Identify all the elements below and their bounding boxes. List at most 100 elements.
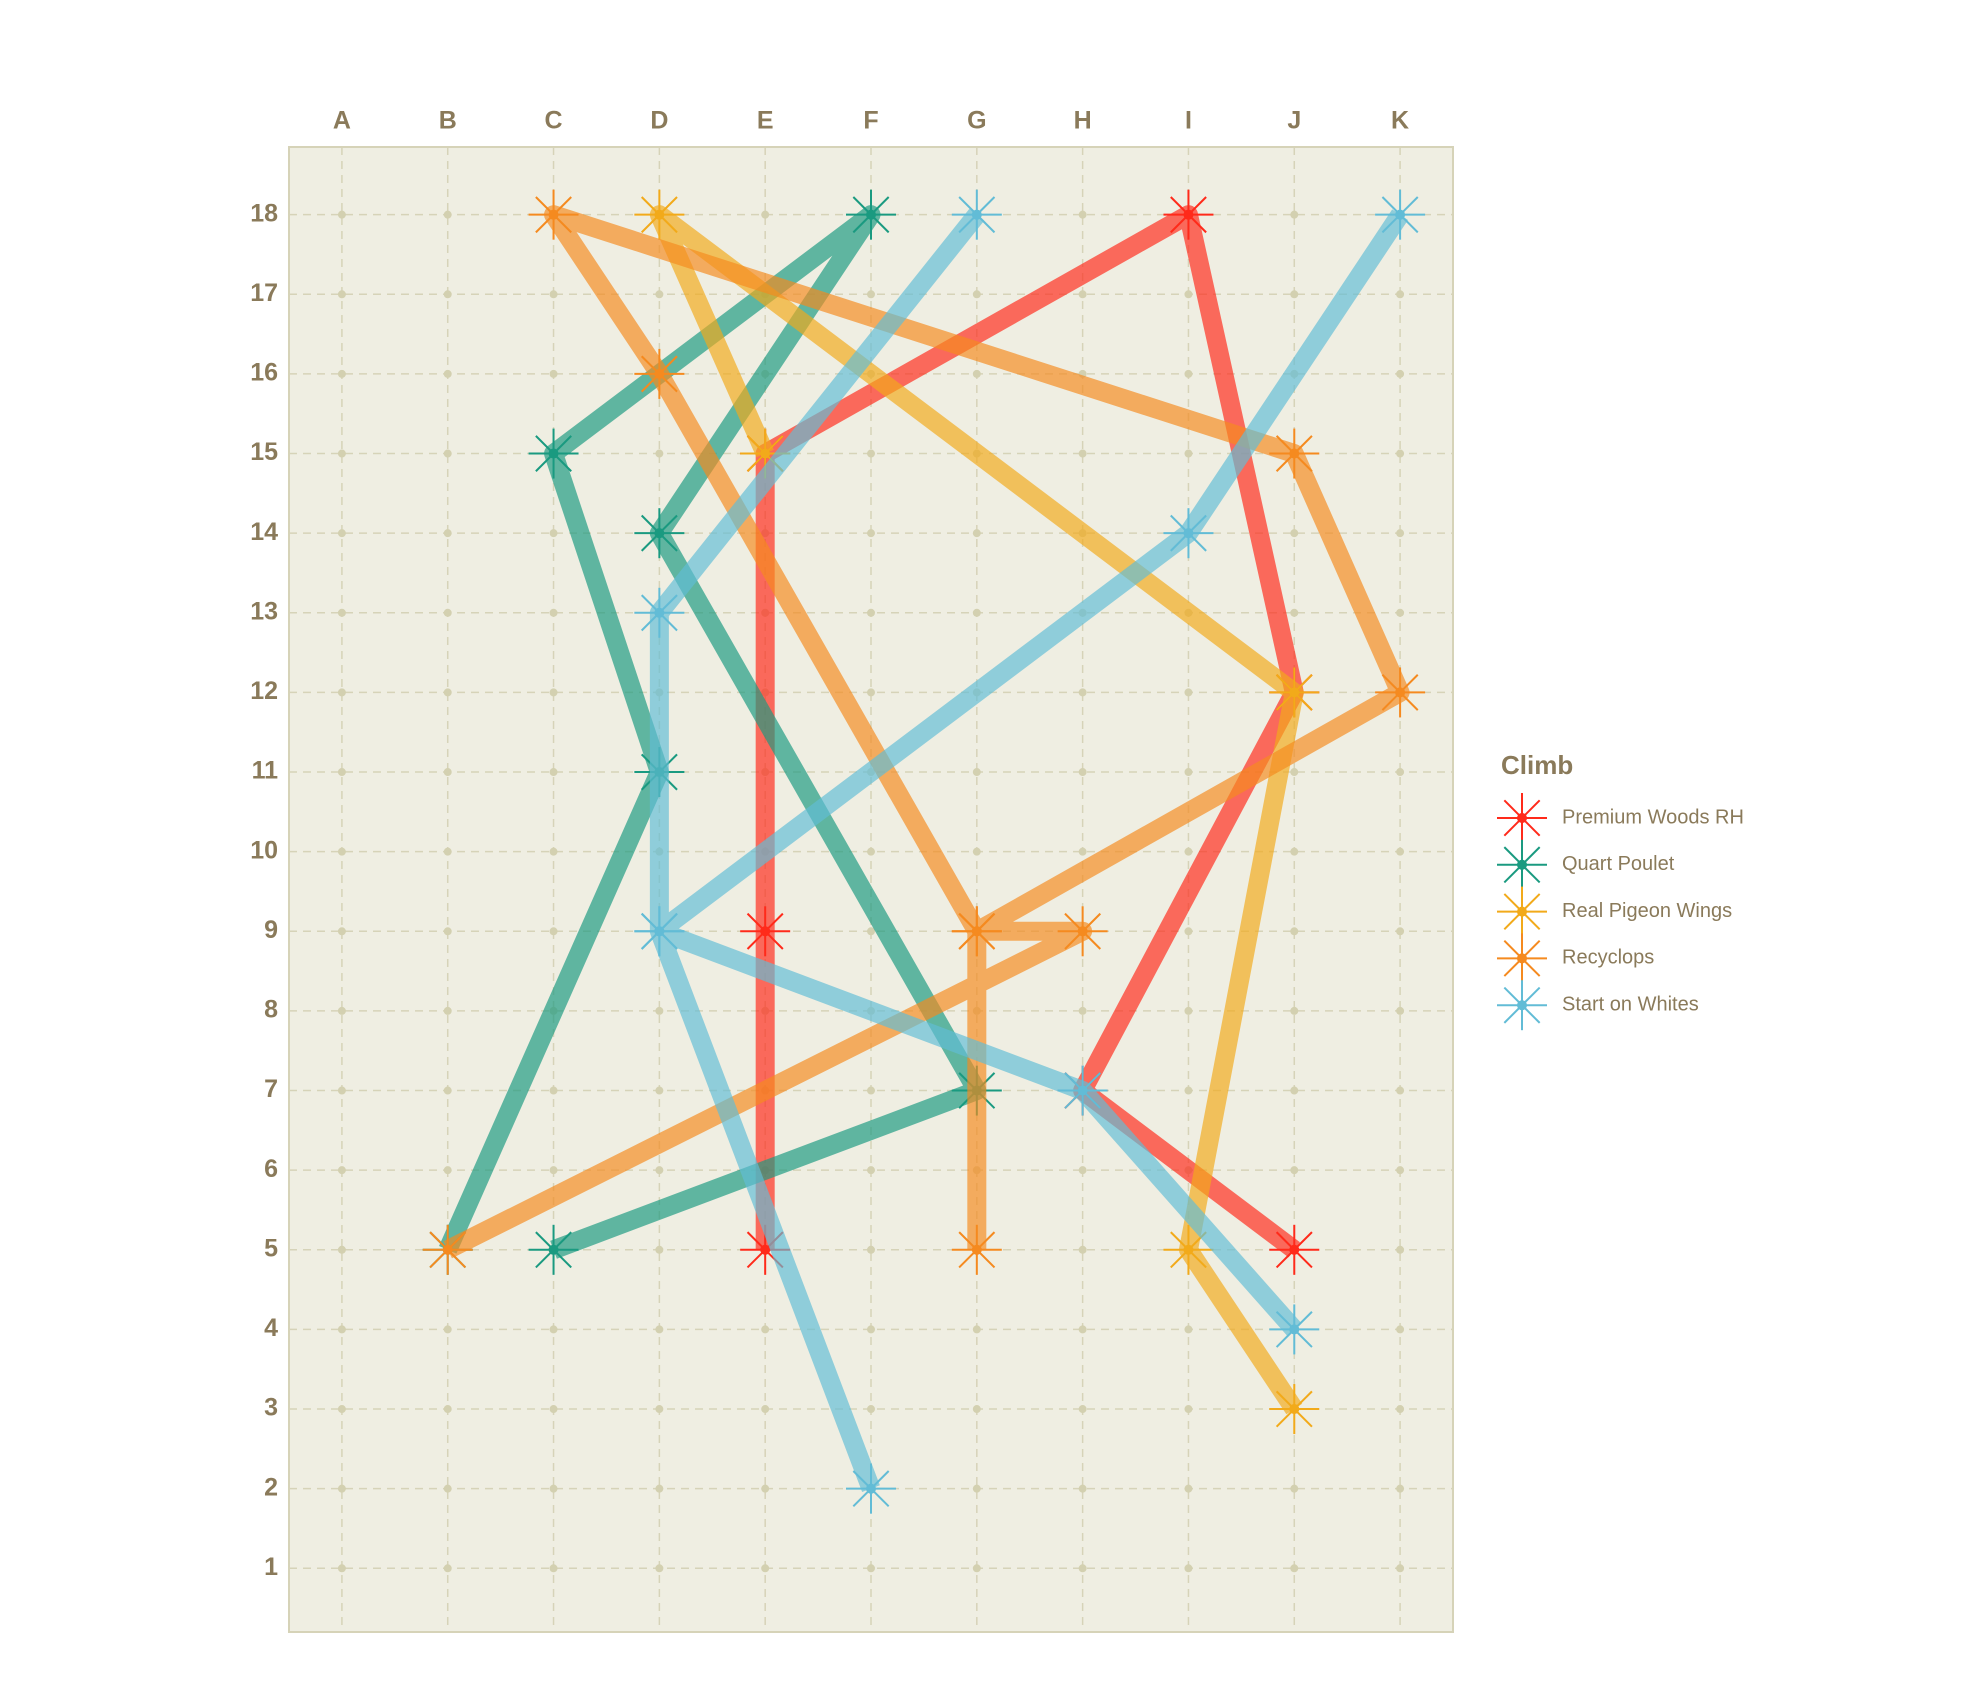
point-marker — [1269, 1304, 1320, 1355]
grid-dot — [1078, 449, 1087, 458]
grid-dot — [443, 449, 452, 458]
grid-dot — [443, 1166, 452, 1175]
grid-dot — [867, 529, 875, 538]
grid-dot — [1078, 1484, 1087, 1493]
legend-marker — [1497, 886, 1547, 937]
point-marker — [1057, 906, 1108, 957]
grid-dot — [1290, 768, 1299, 777]
marker-dot — [760, 1244, 771, 1255]
marker-dot — [1517, 1000, 1527, 1011]
grid-dot — [1078, 1006, 1087, 1015]
grid-dot — [761, 1564, 770, 1573]
grid-dot — [337, 1405, 346, 1414]
grid-dot — [549, 1484, 558, 1493]
grid-dot — [1396, 529, 1405, 538]
y-tick-label: 11 — [252, 757, 279, 785]
grid-dot — [1290, 1166, 1299, 1175]
legend-label: Start on Whites — [1562, 993, 1699, 1015]
grid-dot — [1078, 768, 1087, 777]
grid-dot — [443, 369, 452, 378]
marker-dot — [1395, 687, 1406, 698]
x-tick-label: D — [650, 107, 668, 135]
grid-dot — [761, 210, 770, 219]
grid-dot — [337, 768, 346, 777]
grid-dot — [337, 1245, 346, 1254]
y-tick-label: 14 — [250, 518, 278, 546]
grid-dot — [549, 1325, 558, 1334]
grid-dot — [443, 1484, 452, 1493]
grid-dot — [549, 688, 558, 697]
grid-dot — [549, 1405, 558, 1414]
y-tick-label: 15 — [250, 438, 278, 466]
marker-dot — [971, 209, 982, 220]
y-tick-label: 3 — [264, 1394, 278, 1422]
grid-dot — [337, 1484, 346, 1493]
point-marker — [951, 906, 1002, 957]
grid-dot — [443, 608, 452, 617]
grid-dot — [1078, 290, 1087, 299]
grid-dot — [972, 1564, 981, 1573]
marker-dot — [1183, 209, 1194, 220]
grid-dot — [1396, 449, 1405, 458]
grid-dot — [443, 290, 452, 299]
grid-dot — [549, 1564, 558, 1573]
grid-dot — [1290, 210, 1299, 219]
grid-dot — [1396, 290, 1405, 299]
marker-dot — [654, 368, 665, 379]
grid-dot — [1396, 1405, 1405, 1414]
grid-dot — [1184, 449, 1193, 458]
grid-dot — [337, 927, 346, 936]
grid-dot — [337, 210, 346, 219]
point-marker — [740, 428, 791, 479]
legend-marker — [1497, 980, 1547, 1031]
grid-dot — [1396, 1086, 1405, 1095]
grid-dot — [337, 449, 346, 458]
y-tick-label: 1 — [264, 1553, 278, 1581]
grid-dot — [761, 1325, 770, 1334]
marker-dot — [866, 209, 876, 220]
grid-dot — [972, 369, 981, 378]
point-marker — [1269, 1384, 1320, 1435]
grid-dot — [337, 1564, 346, 1573]
grid-dot — [443, 768, 452, 777]
grid-dot — [549, 927, 558, 936]
grid-dot — [443, 1405, 452, 1414]
point-marker — [422, 1224, 473, 1275]
marker-dot — [971, 926, 982, 937]
x-tick-label: B — [439, 107, 457, 135]
grid-dot — [443, 210, 452, 219]
grid-dot — [972, 529, 981, 538]
grid-dot — [867, 1564, 875, 1573]
grid-dot — [443, 927, 452, 936]
x-tick-label: K — [1391, 107, 1409, 135]
grid-dot — [655, 449, 664, 458]
marker-dot — [1289, 687, 1300, 698]
y-tick-label: 8 — [264, 996, 278, 1024]
marker-dot — [1289, 1324, 1300, 1335]
grid-dot — [1290, 608, 1299, 617]
grid-dot — [337, 1166, 346, 1175]
grid-dot — [1290, 1484, 1299, 1493]
grid-dot — [1078, 847, 1087, 856]
y-tick-label: 2 — [264, 1473, 278, 1501]
marker-dot — [1183, 528, 1194, 539]
point-marker — [1375, 189, 1426, 240]
grid-dot — [1184, 1484, 1193, 1493]
marker-dot — [1517, 906, 1527, 917]
point-marker — [1057, 1065, 1108, 1116]
grid-dot — [1290, 927, 1299, 936]
point-marker — [528, 189, 579, 240]
legend-label: Premium Woods RH — [1562, 806, 1744, 828]
marker-dot — [654, 607, 665, 618]
grid-dot — [1290, 847, 1299, 856]
grid-dot — [1184, 927, 1193, 936]
grid-dot — [655, 1166, 664, 1175]
y-tick-label: 10 — [250, 836, 278, 864]
grid-dot — [1184, 768, 1193, 777]
x-tick-label: C — [545, 107, 563, 135]
y-tick-label: 9 — [264, 916, 278, 944]
grid-dot — [972, 1484, 981, 1493]
grid-dot — [1396, 1245, 1405, 1254]
grid-dot — [337, 290, 346, 299]
grid-dot — [443, 688, 452, 697]
